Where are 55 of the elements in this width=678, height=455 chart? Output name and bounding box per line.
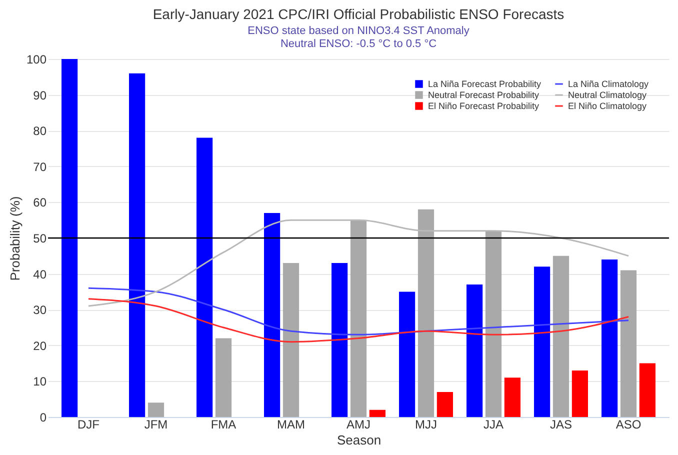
y-tick-label: 50 — [33, 232, 47, 246]
y-tick-label: 0 — [40, 410, 47, 424]
legend-label: Neutral Climatology — [568, 90, 648, 100]
y-tick-label: 80 — [33, 124, 47, 138]
line-series — [88, 298, 630, 343]
line-series — [88, 219, 630, 307]
y-tick-label: 90 — [33, 88, 47, 102]
bar — [485, 230, 502, 417]
bar — [639, 363, 656, 417]
x-tick-label: AMJ — [346, 418, 370, 432]
y-tick-label: 100 — [26, 52, 47, 66]
bar — [504, 378, 520, 417]
bar — [572, 370, 588, 417]
y-tick-label: 10 — [33, 374, 47, 389]
bar — [129, 73, 146, 417]
x-tick-label: MJJ — [415, 418, 437, 432]
bar — [369, 410, 386, 417]
x-tick-label: MAM — [277, 418, 305, 432]
y-tick-label: 70 — [33, 160, 47, 174]
y-tick-label: 40 — [33, 267, 47, 282]
bar — [350, 220, 367, 417]
y-tick-label: 60 — [33, 196, 47, 210]
x-tick-label: JJA — [483, 418, 504, 432]
bar — [602, 259, 618, 417]
line-series — [88, 287, 630, 336]
bar — [332, 263, 348, 417]
bar — [215, 338, 232, 417]
y-tick-label: 20 — [33, 338, 47, 353]
x-tick-label: DJF — [78, 418, 100, 432]
bar — [436, 392, 453, 417]
legend-label: El Niño Climatology — [568, 101, 648, 111]
bar — [552, 256, 570, 417]
x-tick-label: FMA — [210, 418, 236, 432]
bar — [399, 292, 416, 417]
bar — [534, 266, 550, 417]
legend-label: La Niña Climatology — [568, 79, 650, 89]
chart-subtitle: ENSO state based on NINO3.4 SST Anomaly Neutral ENSO: -0.5 °C to 0.5 °C — [248, 25, 470, 50]
legend-label: La Niña Forecast Probability — [428, 79, 542, 89]
bar — [148, 402, 164, 417]
chart-title: Early-January 2021 CPC/IRI Official Probabilistic ENSO Forecasts — [152, 6, 564, 22]
x-tick-label: ASO — [616, 418, 642, 432]
bar — [62, 59, 78, 417]
x-tick-label: JFM — [144, 418, 168, 432]
x-tick-label: JAS — [550, 418, 572, 432]
bar — [466, 284, 483, 417]
bar — [620, 270, 637, 417]
legend-label: El Niño Forecast Probability — [428, 101, 540, 111]
bar — [264, 212, 280, 417]
bar — [196, 138, 213, 417]
legend-label: Neutral Forecast Probability — [428, 90, 540, 100]
bar — [418, 209, 434, 417]
x-axis-title: Season — [336, 432, 382, 448]
bar — [282, 263, 300, 417]
y-tick-label: 30 — [33, 303, 47, 318]
y-axis-title: Probability (%) — [7, 196, 22, 281]
